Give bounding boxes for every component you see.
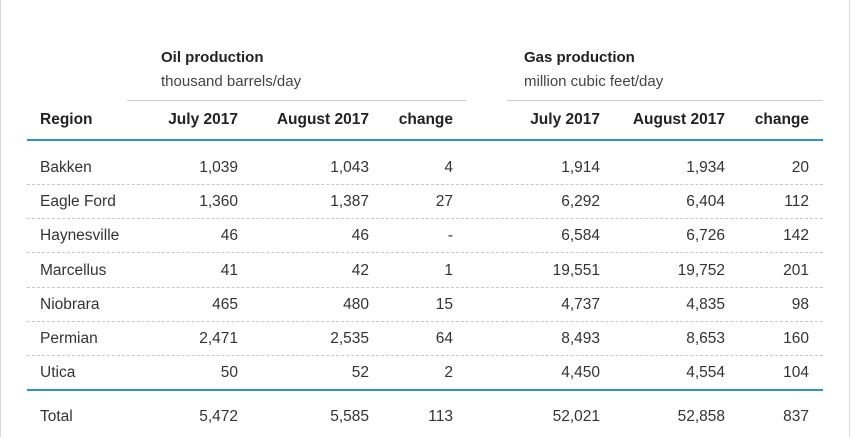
row-divider: [27, 218, 823, 219]
gas-august-cell: 6,404: [686, 193, 725, 210]
gas-group-rule: [507, 100, 823, 101]
header-region: Region: [40, 111, 93, 128]
gas-change-cell: 112: [784, 193, 809, 210]
region-cell: Bakken: [40, 159, 92, 176]
gas-change-cell: 201: [783, 262, 809, 279]
oil-august-cell: 1,387: [330, 193, 369, 210]
gas-august-cell: 4,835: [686, 296, 725, 313]
total-label: Total: [40, 408, 73, 425]
total-oil-change: 113: [428, 408, 453, 425]
oil-july-cell: 1,039: [199, 159, 238, 176]
gas-july-cell: 19,551: [552, 262, 600, 279]
header-oil-july: July 2017: [168, 111, 238, 128]
gas-production-title: Gas production: [524, 49, 635, 66]
oil-july-cell: 2,471: [199, 330, 238, 347]
total-gas-change: 837: [783, 408, 809, 425]
oil-august-cell: 2,535: [330, 330, 369, 347]
oil-august-cell: 42: [351, 262, 369, 279]
frame-left-border: [0, 0, 1, 437]
oil-group-rule: [127, 100, 466, 101]
row-divider: [27, 184, 823, 185]
oil-change-cell: -: [447, 227, 453, 244]
oil-july-cell: 1,360: [199, 193, 238, 210]
region-cell: Haynesville: [40, 227, 120, 244]
gas-july-cell: 6,292: [561, 193, 600, 210]
oil-change-cell: 1: [444, 262, 453, 279]
total-oil-august: 5,585: [330, 408, 369, 425]
header-rule: [27, 139, 823, 141]
table-row: Utica 50 52 2 4,450 4,554 104: [27, 356, 823, 390]
gas-change-cell: 20: [791, 159, 809, 176]
table-row: Haynesville 46 46 - 6,584 6,726 142: [27, 219, 823, 253]
oil-july-cell: 465: [212, 296, 238, 313]
total-oil-july: 5,472: [199, 408, 238, 425]
gas-july-cell: 6,584: [561, 227, 600, 244]
oil-august-cell: 1,043: [330, 159, 369, 176]
table-row: Niobrara 465 480 15 4,737 4,835 98: [27, 288, 823, 322]
oil-july-cell: 46: [220, 227, 238, 244]
gas-august-cell: 8,653: [686, 330, 725, 347]
gas-august-cell: 19,752: [677, 262, 725, 279]
oil-change-cell: 15: [435, 296, 453, 313]
header-gas-july: July 2017: [530, 111, 600, 128]
oil-production-unit: thousand barrels/day: [161, 73, 302, 90]
row-divider: [27, 355, 823, 356]
oil-august-cell: 52: [351, 364, 369, 381]
table-row: Bakken 1,039 1,043 4 1,914 1,934 20: [27, 151, 823, 185]
row-divider: [27, 287, 823, 288]
gas-production-unit: million cubic feet/day: [524, 73, 664, 90]
region-cell: Marcellus: [40, 262, 107, 279]
header-gas-change: change: [754, 111, 809, 128]
region-cell: Permian: [40, 330, 98, 347]
gas-change-cell: 142: [783, 227, 809, 244]
gas-august-cell: 6,726: [686, 227, 725, 244]
oil-change-cell: 27: [435, 193, 453, 210]
header-gas-august: August 2017: [632, 111, 725, 128]
oil-change-cell: 2: [444, 364, 453, 381]
table-row: Permian 2,471 2,535 64 8,493 8,653 160: [27, 322, 823, 356]
oil-july-cell: 50: [220, 364, 238, 381]
table-row: Marcellus 41 42 1 19,551 19,752 201: [27, 254, 823, 288]
oil-production-title: Oil production: [161, 49, 264, 66]
row-divider: [27, 321, 823, 322]
region-cell: Utica: [40, 364, 76, 381]
gas-july-cell: 4,737: [561, 296, 600, 313]
oil-august-cell: 480: [343, 296, 369, 313]
total-gas-july: 52,021: [552, 408, 600, 425]
region-cell: Eagle Ford: [40, 193, 116, 210]
gas-change-cell: 104: [783, 364, 809, 381]
oil-august-cell: 46: [351, 227, 369, 244]
total-gas-august: 52,858: [677, 408, 725, 425]
table-row: Eagle Ford 1,360 1,387 27 6,292 6,404 11…: [27, 185, 823, 219]
header-oil-august: August 2017: [276, 111, 369, 128]
gas-july-cell: 1,914: [561, 159, 600, 176]
oil-change-cell: 4: [444, 159, 453, 176]
gas-august-cell: 1,934: [686, 159, 725, 176]
gas-july-cell: 8,493: [561, 330, 600, 347]
oil-july-cell: 41: [220, 262, 238, 279]
total-rule: [27, 389, 823, 391]
header-oil-change: change: [398, 111, 453, 128]
region-cell: Niobrara: [40, 296, 100, 313]
row-divider: [27, 252, 823, 253]
gas-july-cell: 4,450: [561, 364, 600, 381]
gas-change-cell: 98: [791, 296, 809, 313]
oil-change-cell: 64: [435, 330, 453, 347]
frame-right-border: [849, 0, 850, 437]
gas-august-cell: 4,554: [686, 364, 725, 381]
gas-change-cell: 160: [783, 330, 809, 347]
total-row: Total 5,472 5,585 113 52,021 52,858 837: [27, 400, 823, 434]
